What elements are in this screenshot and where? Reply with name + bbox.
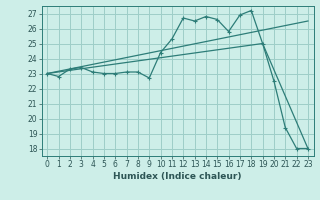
X-axis label: Humidex (Indice chaleur): Humidex (Indice chaleur) — [113, 172, 242, 181]
